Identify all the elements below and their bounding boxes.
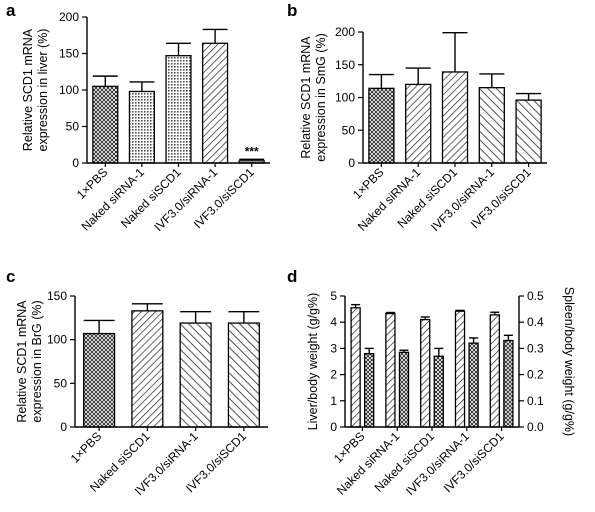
- y-tick-label: 100: [59, 83, 79, 97]
- bar-spleen: [468, 342, 479, 428]
- y-tick-label: 4: [330, 315, 337, 329]
- y-tick-label: 0: [330, 420, 337, 434]
- bar: [478, 87, 505, 164]
- y-tick-label: 5: [330, 289, 337, 303]
- y-tick-label: 150: [335, 58, 355, 72]
- y-tick-label: 50: [342, 123, 356, 137]
- x-tick-label: IVF3.0/siRNA-1: [428, 165, 497, 234]
- bar: [227, 322, 260, 428]
- y2-axis-label: Spleen/body weight (g/g%): [562, 287, 576, 436]
- x-tick-label: 1×PBS: [68, 429, 105, 466]
- bar: [368, 87, 395, 164]
- y-tick-label: 1: [330, 394, 337, 408]
- y2-tick-label: 0.2: [527, 368, 544, 382]
- bar-liver: [420, 318, 431, 428]
- y-axis-label: Relative SCD1 mRNA: [299, 36, 313, 159]
- y-tick-label: 100: [47, 333, 67, 347]
- bar: [179, 322, 212, 428]
- y2-tick-label: 0.3: [527, 341, 544, 355]
- bar-liver: [454, 310, 466, 428]
- y-axis-label: Liver/body weight (g/g%): [306, 293, 320, 431]
- x-tick-label: Naked siRNA-1: [79, 165, 148, 234]
- panel-letter: d: [287, 267, 297, 286]
- bar-spleen: [364, 352, 375, 428]
- y2-tick-label: 0.1: [527, 394, 544, 408]
- y-tick-label: 3: [330, 341, 337, 355]
- y-tick-label: 2: [330, 368, 337, 382]
- bar: [165, 55, 192, 164]
- bar: [515, 99, 542, 164]
- y2-tick-label: 0.4: [527, 315, 544, 329]
- y-tick-label: 0: [72, 156, 79, 170]
- y-tick-label: 200: [335, 25, 355, 39]
- bar: [128, 90, 155, 164]
- bar-liver: [489, 314, 500, 428]
- bar: [92, 85, 119, 164]
- y-axis-label: expression in SmG (%): [314, 33, 328, 162]
- significance-label: ***: [245, 144, 259, 158]
- y2-tick-label: 0.0: [527, 420, 544, 434]
- bar-liver: [350, 307, 361, 428]
- panel-d: d 0 1 2 3 4 5 0.0 0.1 0.2 0.3 0.4 0.5 Liver/body weig…: [287, 267, 576, 498]
- panel-a: a 0 50 100 150 200 Relative SCD1 mRNA expressio…: [6, 1, 270, 234]
- panel-c: c 0 50 100 150 Relative SCD1 mRNA expression i…: [6, 267, 268, 498]
- y-tick-label: 100: [335, 91, 355, 105]
- x-tick-label: IVF3.0/siSCD1: [441, 429, 507, 495]
- y-tick-label: 150: [47, 289, 67, 303]
- bar: [405, 83, 432, 164]
- bar-spleen: [433, 355, 444, 428]
- bar: [202, 42, 229, 164]
- bar-spleen: [503, 339, 514, 428]
- y-tick-label: 0: [60, 420, 67, 434]
- bar: [441, 71, 469, 164]
- panel-letter: a: [6, 1, 16, 20]
- y-tick-label: 0: [348, 156, 355, 170]
- bar: [83, 332, 116, 428]
- y-tick-label: 50: [54, 376, 68, 390]
- panel-b: b 0 50 100 150 200 Relative SCD1 mRNA expressio…: [287, 1, 547, 234]
- y-axis-label: expression in BrG (%): [30, 300, 44, 422]
- y-tick-label: 150: [59, 47, 79, 61]
- bar: [131, 310, 164, 428]
- y2-tick-label: 0.5: [527, 289, 544, 303]
- y-tick-label: 50: [66, 120, 80, 134]
- bar-liver: [385, 312, 396, 428]
- panel-letter: b: [287, 1, 297, 20]
- y-tick-label: 200: [59, 10, 79, 24]
- y-axis-label: Relative SCD1 mRNA: [15, 300, 29, 423]
- y-axis-label: expression in liver (%): [36, 29, 50, 152]
- bar-spleen: [398, 351, 410, 428]
- y-axis-label: Relative SCD1 mRNA: [21, 28, 35, 151]
- x-tick-label: IVF3.0/siRNA-1: [151, 165, 220, 234]
- panel-letter: c: [6, 267, 15, 286]
